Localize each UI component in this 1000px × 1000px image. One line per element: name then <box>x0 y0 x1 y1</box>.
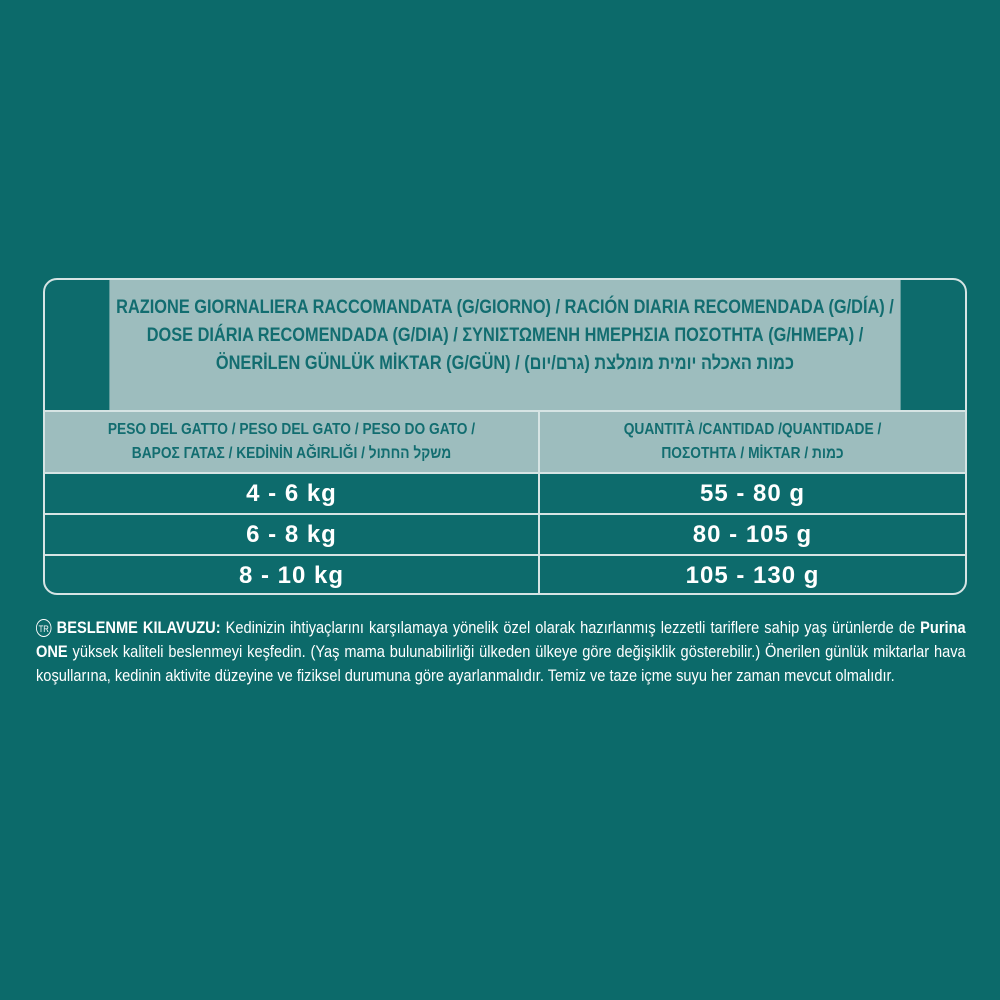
weight-cell: 4 - 6 kg <box>246 480 337 507</box>
language-badge-icon: TR <box>36 619 52 637</box>
amount-column-header: QUANTITÀ /CANTIDAD /QUANTIDADE / ΠΟΣΟΤΗΤ… <box>538 412 965 472</box>
amount-cell: 55 - 80 g <box>538 474 965 513</box>
table-header-row: PESO DEL GATTO / PESO DEL GATO / PESO DO… <box>45 410 965 472</box>
header-line: QUANTITÀ /CANTIDAD /QUANTIDADE / <box>623 421 882 438</box>
note-heading: BESLENME KILAVUZU: <box>56 618 221 637</box>
table-row: 4 - 6 kg 55 - 80 g <box>45 472 965 513</box>
table-title: RAZIONE GIORNALIERA RACCOMANDATA (G/GIOR… <box>109 280 901 410</box>
weight-cell: 6 - 8 kg <box>246 521 337 548</box>
weight-column-header: PESO DEL GATTO / PESO DEL GATO / PESO DO… <box>45 412 538 472</box>
title-line: RAZIONE GIORNALIERA RACCOMANDATA (G/GIOR… <box>116 297 894 318</box>
note-text: Kedinizin ihtiyaçlarını karşılamaya yöne… <box>220 618 921 637</box>
header-line: ΒΑΡΟΣ ΓΑΤΑΣ / KEDİNİN AĞIRLIĞI / משקל הח… <box>131 445 452 462</box>
note-text: yüksek kaliteli beslenmeyi keşfedin. (Ya… <box>36 642 966 685</box>
feeding-guide-note: TR BESLENME KILAVUZU: Kedinizin ihtiyaçla… <box>36 616 966 688</box>
header-line: ΠΟΣΟΤΗΤΑ / MİKTAR / כמות <box>661 445 844 462</box>
header-line: PESO DEL GATTO / PESO DEL GATO / PESO DO… <box>107 421 476 438</box>
amount-cell: 105 - 130 g <box>538 556 965 593</box>
title-line: ÖNERİLEN GÜNLÜK MİKTAR (G/GÜN) / (גרם/יו… <box>215 353 795 374</box>
table-row: 6 - 8 kg 80 - 105 g <box>45 513 965 554</box>
feeding-table: RAZIONE GIORNALIERA RACCOMANDATA (G/GIOR… <box>43 278 967 595</box>
amount-cell: 80 - 105 g <box>538 515 965 554</box>
title-line: DOSE DIÁRIA RECOMENDADA (G/DIA) / ΣΥΝΙΣΤ… <box>146 325 864 346</box>
weight-cell: 8 - 10 kg <box>238 562 345 589</box>
table-row: 8 - 10 kg 105 - 130 g <box>45 554 965 593</box>
brand-name: Purina ONE <box>36 618 966 661</box>
